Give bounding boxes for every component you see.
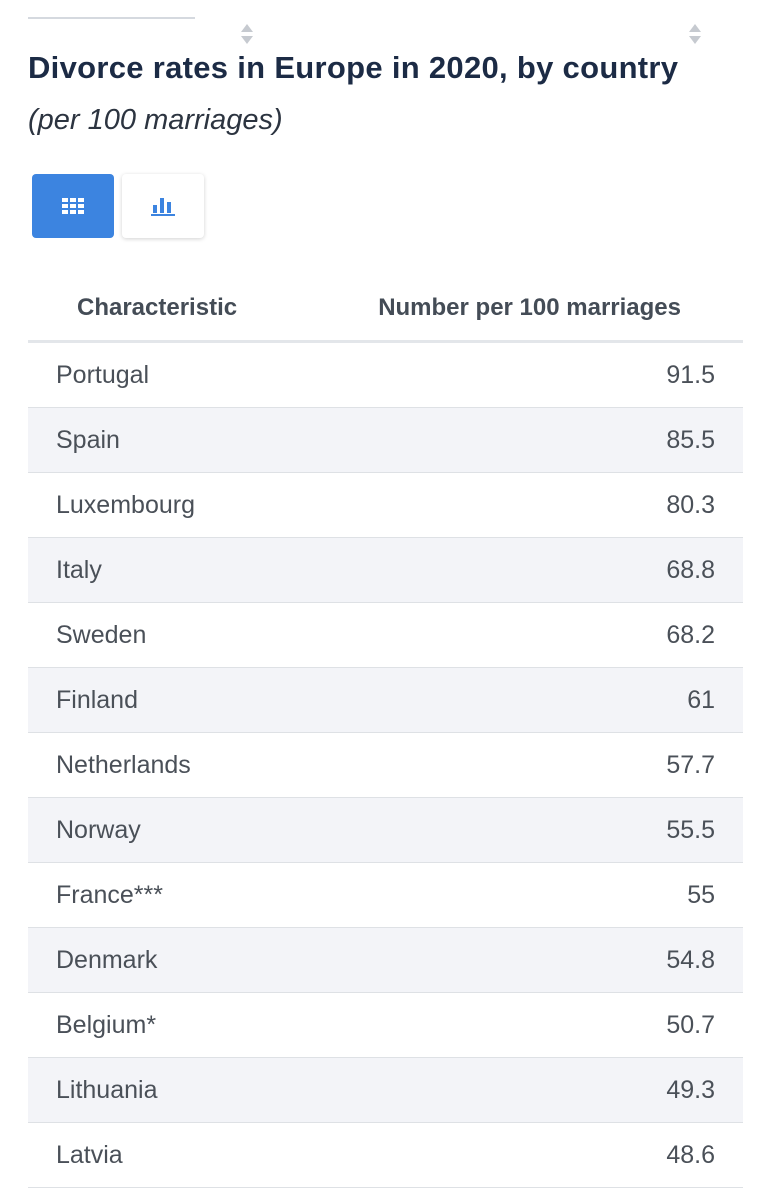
value-cell: 50.7 [298, 992, 743, 1058]
table-row: Spain 85.5 [28, 407, 743, 473]
table-row: Norway 55.5 [28, 797, 743, 863]
sort-icon[interactable] [240, 23, 254, 45]
country-cell: Spain [28, 407, 298, 473]
bar-chart-icon [151, 198, 175, 216]
country-cell: Luxembourg [28, 472, 298, 538]
column-header-characteristic[interactable]: Characteristic [28, 276, 298, 343]
table-row: Latvia 48.6 [28, 1122, 743, 1188]
table-row: Luxembourg 80.3 [28, 472, 743, 538]
country-cell: Lithuania [28, 1057, 298, 1123]
country-cell: Portugal [28, 341, 298, 408]
table-header-row: Characteristic Number per 100 marriages [28, 276, 743, 343]
table-row: Netherlands 57.7 [28, 732, 743, 798]
country-cell: Norway [28, 797, 298, 863]
table-row: Italy 68.8 [28, 537, 743, 603]
value-cell: 85.5 [298, 407, 743, 473]
grid-table-icon [62, 198, 84, 214]
sort-icon[interactable] [688, 23, 702, 45]
statistics-table: Characteristic Number per 100 marriages … [28, 276, 743, 1188]
page-title: Divorce rates in Europe in 2020, by coun… [28, 50, 679, 85]
value-cell: 80.3 [298, 472, 743, 538]
value-cell: 68.2 [298, 602, 743, 668]
country-cell: France*** [28, 862, 298, 928]
table-row: Sweden 68.2 [28, 602, 743, 668]
table-row: Belgium* 50.7 [28, 992, 743, 1058]
table-row: Portugal 91.5 [28, 341, 743, 408]
value-cell: 61 [298, 667, 743, 733]
country-cell: Denmark [28, 927, 298, 993]
value-cell: 54.8 [298, 927, 743, 993]
country-cell: Belgium* [28, 992, 298, 1058]
chart-view-button[interactable] [122, 174, 204, 238]
country-cell: Sweden [28, 602, 298, 668]
value-cell: 68.8 [298, 537, 743, 603]
column-header-number[interactable]: Number per 100 marriages [298, 276, 743, 343]
value-cell: 91.5 [298, 341, 743, 408]
value-cell: 55.5 [298, 797, 743, 863]
page-subtitle: (per 100 marriages) [28, 104, 283, 136]
table-row: France*** 55 [28, 862, 743, 928]
value-cell: 48.6 [298, 1122, 743, 1188]
value-cell: 57.7 [298, 732, 743, 798]
value-cell: 55 [298, 862, 743, 928]
country-cell: Italy [28, 537, 298, 603]
table-row: Lithuania 49.3 [28, 1057, 743, 1123]
table-row: Denmark 54.8 [28, 927, 743, 993]
top-divider [28, 17, 195, 19]
table-row: Finland 61 [28, 667, 743, 733]
country-cell: Netherlands [28, 732, 298, 798]
value-cell: 49.3 [298, 1057, 743, 1123]
country-cell: Finland [28, 667, 298, 733]
table-view-button[interactable] [32, 174, 114, 238]
country-cell: Latvia [28, 1122, 298, 1188]
